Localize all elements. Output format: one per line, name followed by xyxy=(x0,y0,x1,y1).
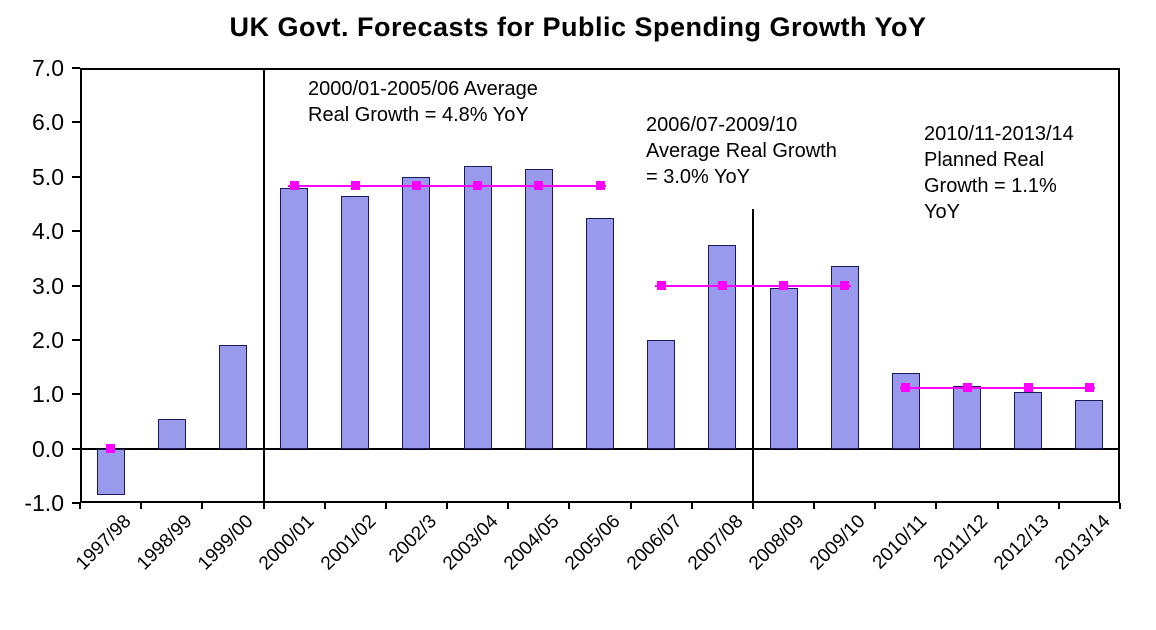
bar xyxy=(830,266,859,449)
y-axis-label: 0.0 xyxy=(32,435,64,462)
period-separator-line xyxy=(751,209,754,503)
x-axis-label: 2010/11 xyxy=(868,511,931,574)
average-marker xyxy=(962,383,972,393)
x-axis-tick xyxy=(79,503,81,509)
bar xyxy=(769,288,798,449)
x-axis-tick xyxy=(1119,503,1121,509)
x-axis-label: 2006/07 xyxy=(622,511,687,575)
x-axis-tick xyxy=(446,503,449,509)
x-axis-label: 2002/3 xyxy=(385,511,442,567)
x-axis-label: 2008/09 xyxy=(744,511,809,575)
y-axis-label: 2.0 xyxy=(32,326,64,353)
x-axis-tick xyxy=(629,503,632,509)
bar xyxy=(463,165,492,449)
x-axis-tick xyxy=(690,503,693,509)
average-marker xyxy=(1023,383,1033,393)
bar xyxy=(586,217,614,449)
x-axis-label: 2005/06 xyxy=(561,511,625,575)
x-axis-label: 1997/98 xyxy=(72,511,136,575)
x-axis-tick xyxy=(507,503,510,509)
x-axis-tick xyxy=(201,503,204,509)
x-axis-label: 1998/99 xyxy=(133,511,197,575)
x-axis-tick xyxy=(935,503,938,509)
average-marker xyxy=(595,181,605,191)
y-axis-label: 5.0 xyxy=(32,163,64,190)
average-marker xyxy=(779,281,789,290)
y-axis-tick xyxy=(72,284,80,287)
period-separator-line xyxy=(262,68,265,503)
bar xyxy=(218,345,247,449)
x-axis-tick xyxy=(140,503,143,509)
bar xyxy=(647,339,676,449)
average-line xyxy=(899,386,1096,389)
x-axis-label: 2004/05 xyxy=(500,511,564,575)
y-axis-tick xyxy=(72,67,80,69)
bar xyxy=(708,244,737,449)
bar xyxy=(953,386,982,449)
y-axis-tick xyxy=(72,338,80,341)
average-line xyxy=(288,184,606,187)
y-axis-tick xyxy=(72,121,80,124)
average-line xyxy=(655,284,851,287)
x-axis-tick xyxy=(384,503,387,509)
bar xyxy=(157,418,186,449)
annotation: 2010/11-2013/14 Planned Real Growth = 1.… xyxy=(924,123,1074,223)
bar xyxy=(280,187,309,449)
y-axis-tick xyxy=(72,175,80,178)
x-axis-tick xyxy=(262,503,265,509)
average-marker xyxy=(656,281,666,290)
y-axis-label: 3.0 xyxy=(32,272,64,299)
x-axis-label: 1999/00 xyxy=(194,511,258,575)
x-axis-tick xyxy=(568,503,571,509)
y-axis-tick xyxy=(72,447,80,450)
x-axis-label: 2009/10 xyxy=(806,511,870,575)
bar xyxy=(1075,399,1104,449)
average-marker xyxy=(350,181,360,191)
y-axis-label: 7.0 xyxy=(32,55,64,81)
x-axis-label: 2011/12 xyxy=(929,511,992,574)
average-marker xyxy=(717,281,727,290)
bar xyxy=(402,176,431,449)
annotation: 2006/07-2009/10 Average Real Growth = 3.… xyxy=(646,114,837,188)
y-axis-label: 6.0 xyxy=(32,109,64,136)
average-marker xyxy=(1084,383,1094,393)
x-axis-label: 2013/14 xyxy=(1050,511,1115,575)
annotation: 2000/01-2005/06 Average Real Growth = 4.… xyxy=(308,78,538,126)
x-axis-label: 2007/08 xyxy=(683,511,748,575)
x-axis-tick xyxy=(1057,503,1060,509)
x-axis-tick xyxy=(996,503,999,509)
bar xyxy=(1014,391,1043,449)
average-marker xyxy=(534,181,544,191)
y-axis-tick xyxy=(72,393,80,396)
y-axis-tick xyxy=(72,230,80,233)
x-axis-label: 2001/02 xyxy=(316,511,381,575)
bar xyxy=(341,195,370,449)
y-axis-label: 4.0 xyxy=(32,218,64,245)
zero-axis-line xyxy=(80,447,1120,450)
average-marker xyxy=(289,181,299,191)
average-marker xyxy=(473,181,483,191)
average-marker xyxy=(411,181,421,191)
x-axis-tick xyxy=(813,503,816,509)
bar xyxy=(96,448,125,495)
zero-marker xyxy=(106,444,116,454)
x-axis-label: 2003/04 xyxy=(439,511,503,575)
x-axis-tick xyxy=(874,503,877,509)
bar xyxy=(524,168,553,449)
y-axis-label: -1.0 xyxy=(24,490,64,516)
x-axis-tick xyxy=(323,503,326,509)
x-axis-label: 2012/13 xyxy=(989,511,1054,575)
x-axis-tick xyxy=(751,503,754,509)
chart-title: UK Govt. Forecasts for Public Spending G… xyxy=(229,12,927,42)
x-axis-label: 2000/01 xyxy=(255,511,319,575)
y-axis-tick xyxy=(72,502,80,504)
average-marker xyxy=(840,281,850,290)
y-axis-label: 1.0 xyxy=(32,381,64,408)
average-marker xyxy=(901,383,911,393)
